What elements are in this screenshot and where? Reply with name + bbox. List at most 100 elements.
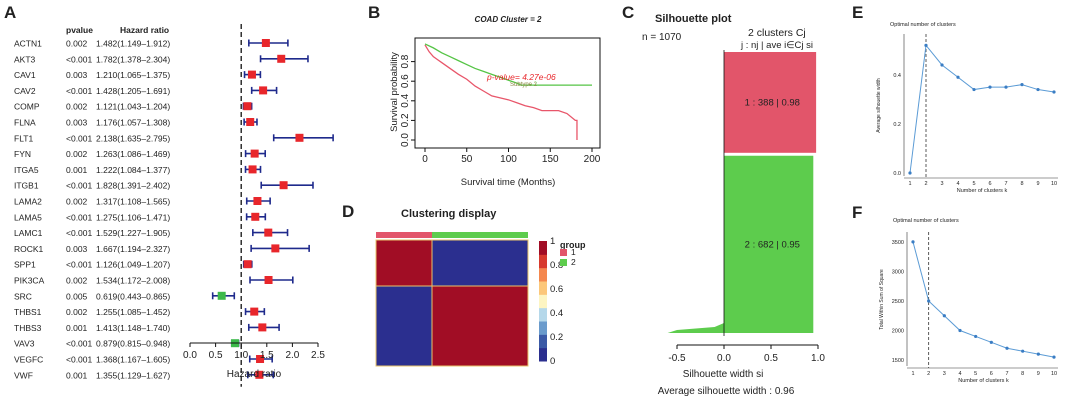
gene-label: ITGB1 [14,181,39,191]
pvalue-label: <0.001 [66,339,93,349]
x-tick-label: 10 [1051,371,1057,377]
legend-swatch [560,259,567,266]
hr-point [295,133,304,142]
x-axis-label: Survival time (Months) [461,177,556,188]
panel-label-a: A [4,3,16,22]
color-scale-segment [539,281,547,295]
x-tick-label: 1.0 [811,353,825,364]
wss-k-plot: Optimal number of clusters 1 2 3 4 5 6 7 8 9 10 150… [879,218,1058,384]
hr-point [259,86,268,95]
y-tick-label: 1500 [892,358,904,364]
x-axis-label: Hazard ratio [227,369,282,380]
data-point [1036,87,1040,92]
x-tick-label: 5 [974,371,977,377]
gene-label: LAMA5 [14,212,42,222]
data-point [972,87,976,92]
gene-label: LAMA2 [14,197,42,207]
color-scale-label: 0.8 [550,260,563,271]
ci-label: 1.368(1.167–1.605) [96,355,170,365]
ci-label: 1.529(1.227–1.905) [96,228,170,238]
gene-label: LAMC1 [14,228,43,238]
data-point [958,328,962,333]
color-scale-segment [539,241,547,255]
ci-label: 1.828(1.391–2.402) [96,181,170,191]
x-tick-label: 8 [1021,371,1024,377]
pvalue-label: 0.005 [66,291,88,301]
survival-curve [424,44,578,140]
gene-label: ROCK1 [14,244,44,254]
x-tick-label: 100 [500,154,517,165]
y-tick-label: 0.4 [400,93,411,107]
legend-label: 2 [571,257,576,267]
hr-point [256,355,265,363]
x-axis-label: Silhouette width si [683,369,764,380]
gene-label: PIK3CA [14,276,45,286]
color-scale-segment [539,294,547,309]
x-tick-label: 10 [1051,181,1057,187]
silhouette-k-plot: Optimal number of clusters 1 2 3 4 5 6 7 8 9 10 0.0… [876,22,1058,194]
pvalue-label: 0.002 [66,39,88,49]
ci-label: 1.413(1.148–1.740) [96,323,170,333]
chart-title: Silhouette plot [655,13,732,25]
gene-label: ITGA5 [14,165,39,175]
x-tick-label: 7 [1004,181,1007,187]
pvalue-label: <0.001 [66,54,93,64]
gene-label: SPP1 [14,260,36,270]
color-scale-segment [539,307,547,322]
x-tick-label: 1 [911,371,914,377]
y-tick-label: 0.4 [893,73,901,79]
x-tick-label: 0.5 [209,350,223,361]
pvalue-label: <0.001 [66,355,93,365]
y-tick-label: 2000 [892,329,904,335]
gene-label: VEGFC [14,355,43,365]
x-tick-label: 2 [924,181,927,187]
ci-label: 1.275(1.106–1.471) [96,212,170,222]
y-tick-label: 0.2 [893,122,901,128]
cluster-label: 2 : 682 | 0.95 [745,239,800,250]
x-tick-label: 4 [956,181,959,187]
data-point [1004,85,1008,89]
heatmap-block [431,285,529,367]
silhouette-bar [667,155,814,333]
plot-frame [414,37,601,149]
silhouette-bar [724,52,817,153]
pvalue-label: <0.001 [66,133,93,143]
x-tick-label: 1 [908,181,911,187]
ci-label: 1.255(1.085–1.452) [96,307,170,317]
pvalue-label: <0.001 [66,181,93,191]
legend-swatch [560,249,567,256]
legend-label: 1 [571,247,576,257]
hr-point [258,323,267,332]
pvalue-label: <0.001 [66,86,93,96]
hr-point [255,370,264,379]
ci-label: 1.222(1.084–1.377) [96,165,170,175]
ci-label: 0.879(0.815–0.948) [96,339,170,349]
forest-plot: pvalue Hazard ratio ACTN1 0.002 1.482(1.149–… [14,24,334,387]
hr-point [253,197,262,205]
y-tick-label: 0.8 [400,54,411,68]
chart-title: Optimal number of clusters [890,22,956,28]
n-label: n = 1070 [642,32,682,43]
gene-label: COMP [14,102,40,112]
panel-label-b: B [368,3,380,22]
group-bar [432,232,528,238]
hr-point [271,244,280,253]
color-scale-segment [539,347,547,362]
x-tick-label: 2.0 [285,350,299,361]
gene-label: AKT3 [14,54,36,64]
hr-point [264,228,273,237]
header-clusters: 2 clusters Cj [748,27,806,39]
ci-label: 1.317(1.108–1.565) [96,197,170,207]
color-scale-label: 1 [550,236,555,247]
pvalue-label: <0.001 [66,260,93,270]
y-tick-label: 3500 [892,240,904,246]
color-scale-label: 0 [550,356,555,367]
ci-label: 0.619(0.443–0.865) [96,291,170,301]
data-point [1052,355,1056,359]
chart-title: COAD Cluster = 2 [475,15,542,24]
gene-label: CAV1 [14,70,36,80]
header-columns: j : nj | ave i∈Cj si [740,40,813,51]
x-axis-label: Number of clusters k [957,188,1008,194]
